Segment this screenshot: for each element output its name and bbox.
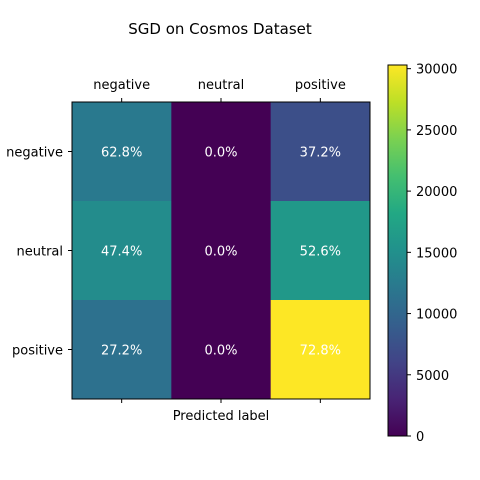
- cell-label: 72.8%: [300, 344, 341, 359]
- x-tick-label: negative: [93, 78, 150, 93]
- cell-label: 62.8%: [101, 146, 142, 161]
- heatmap-cell: [72, 102, 172, 202]
- colorbar-tick-label: 20000: [416, 185, 457, 200]
- colorbar: [387, 64, 408, 437]
- x-axis-bottom-ticks: [121, 399, 321, 403]
- heatmap-cell: [171, 102, 272, 202]
- heatmap-cell: [171, 201, 272, 301]
- heatmap-cell: [270, 300, 371, 400]
- y-tick-label: neutral: [17, 245, 64, 260]
- chart-title: SGD on Cosmos Dataset: [128, 20, 312, 38]
- colorbar-tick-label: 0: [416, 430, 424, 445]
- cell-label: 52.6%: [300, 245, 341, 260]
- heatmap-cells: [72, 102, 371, 400]
- cell-label: 0.0%: [204, 245, 237, 260]
- heatmap-cell: [72, 201, 172, 301]
- x-tick-label: neutral: [198, 78, 245, 93]
- cell-label: 0.0%: [204, 344, 237, 359]
- cell-labels: 62.8% 0.0% 37.2% 47.4% 0.0% 52.6% 27.2% 0.0% 72.…: [101, 146, 341, 359]
- colorbar-ticks: 0 5000 10000 15000 20000 25000 30000: [407, 63, 457, 445]
- colorbar-tick-label: 25000: [416, 124, 457, 139]
- cell-label: 37.2%: [300, 146, 341, 161]
- colorbar-tick-label: 10000: [416, 308, 457, 323]
- heatmap-cell: [171, 300, 272, 400]
- heatmap-cell: [72, 300, 172, 400]
- y-tick-label: positive: [12, 344, 63, 359]
- cell-label: 47.4%: [101, 245, 142, 260]
- y-tick-label: negative: [6, 146, 63, 161]
- colorbar-tick-label: 5000: [416, 369, 449, 384]
- x-axis-label: Predicted label: [173, 409, 270, 424]
- x-tick-label: positive: [295, 78, 346, 93]
- cell-label: 0.0%: [204, 146, 237, 161]
- x-axis-top-ticks: negative neutral positive: [93, 78, 346, 102]
- colorbar-tick-label: 30000: [416, 63, 457, 78]
- y-axis-ticks: negative neutral positive: [6, 146, 72, 359]
- colorbar-tick-label: 15000: [416, 246, 457, 261]
- cell-label: 27.2%: [101, 344, 142, 359]
- heatmap-cell: [270, 102, 371, 202]
- heatmap-cell: [270, 201, 371, 301]
